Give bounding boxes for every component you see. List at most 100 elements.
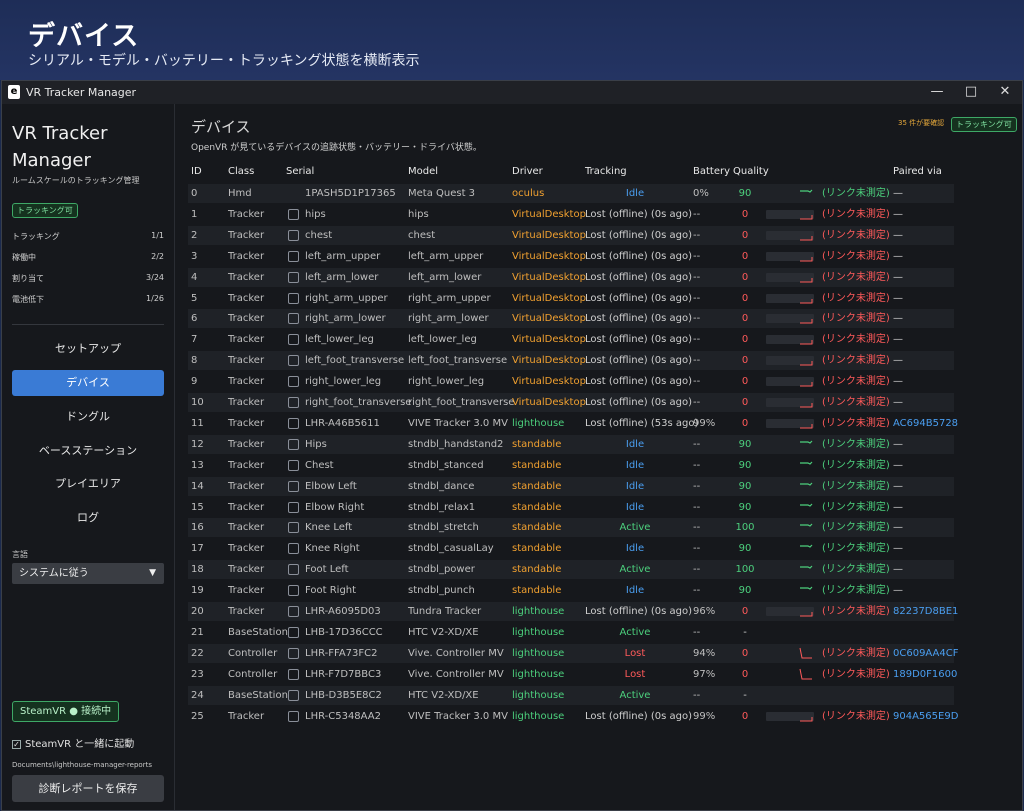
row-checkbox[interactable] [288, 689, 299, 701]
cell-model: stndbl_dance [408, 480, 475, 492]
table-row[interactable]: 3 Tracker left_arm_upper left_arm_upper Virt… [188, 247, 954, 266]
quality-sparkline [800, 503, 813, 507]
cell-id: 24 [191, 689, 204, 701]
table-row[interactable]: 25 Tracker LHR-C5348AA2 VIVE Tracker 3.0 MV… [188, 707, 958, 726]
row-checkbox[interactable] [288, 376, 299, 388]
nav-devices[interactable]: デバイス [12, 370, 164, 396]
cell-paired-via: 0C609AA4CF [893, 647, 959, 659]
quality-bar [766, 335, 814, 345]
table-row[interactable]: 14 Tracker Elbow Left stndbl_dance standable… [188, 476, 954, 496]
table-row[interactable]: 22 Controller LHR-FFA73FC2 Vive. Controller… [188, 643, 959, 663]
table-row[interactable]: 10 Tracker right_foot_transverse right_foot… [188, 393, 954, 412]
table-row[interactable]: 23 Controller LHR-F7D7BBC3 Vive. Controller… [188, 665, 957, 684]
cell-battery: 99% [693, 710, 716, 722]
cell-link: (リンク未測定) [822, 355, 890, 367]
row-checkbox[interactable] [288, 710, 299, 722]
cell-tracking: Lost (offline) (0s ago) [585, 292, 693, 304]
row-checkbox[interactable] [288, 585, 299, 597]
table-row[interactable]: 12 Tracker Hips stndbl_handstand2 standable I… [188, 434, 954, 454]
row-checkbox[interactable] [288, 313, 299, 325]
steamvr-status-button[interactable]: SteamVR ● 接続中 [12, 701, 120, 722]
close-icon[interactable]: ✕ [999, 84, 1011, 99]
row-checkbox[interactable] [288, 250, 299, 262]
col-driver[interactable]: Driver [512, 166, 543, 177]
table-row[interactable]: 15 Tracker Elbow Right stndbl_relax1 standab… [188, 498, 954, 517]
row-checkbox[interactable] [288, 334, 299, 346]
row-checkbox[interactable] [288, 292, 299, 304]
row-checkbox[interactable] [288, 480, 299, 492]
cell-link: (リンク未測定) [822, 417, 890, 429]
row-checkbox[interactable] [288, 397, 299, 408]
row-checkbox[interactable] [288, 229, 299, 241]
table-row[interactable]: 24 BaseStation LHB-D3B5E8C2 HTC V2-XD/XE lig… [188, 685, 954, 705]
col-tracking[interactable]: Tracking [585, 166, 627, 177]
nav-setup[interactable]: セットアップ [55, 342, 121, 355]
row-checkbox[interactable] [288, 438, 299, 450]
row-checkbox[interactable] [288, 271, 299, 283]
table-row[interactable]: 20 Tracker LHR-A6095D03 Tundra Tracker light… [188, 602, 958, 621]
maximize-icon[interactable]: □ [964, 84, 978, 99]
quality-sparkline [800, 612, 813, 617]
row-checkbox[interactable] [288, 417, 299, 429]
cell-quality: 0 [741, 271, 749, 283]
cell-model: stndbl_stanced [408, 459, 484, 471]
quality-sparkline [800, 319, 813, 324]
table-row[interactable]: 8 Tracker left_foot_transverse left_foot_tr… [188, 351, 954, 371]
cell-quality: 0 [741, 292, 749, 304]
save-report-button[interactable]: 診断レポートを保存 [12, 775, 164, 802]
table-row[interactable]: 2 Tracker chest chest VirtualDesktop Lost (of… [188, 225, 954, 245]
table-row[interactable]: 13 Tracker Chest stndbl_stanced standable Idl… [188, 456, 954, 475]
nav-base-stations[interactable]: ベースステーション [38, 444, 138, 457]
cell-link: (リンク未測定) [822, 208, 890, 220]
col-serial[interactable]: Serial [286, 166, 315, 177]
table-row[interactable]: 1 Tracker hips hips VirtualDesktop Lost (offl… [188, 205, 954, 224]
minimize-icon[interactable]: — [930, 84, 944, 99]
quality-sparkline [800, 565, 813, 569]
row-checkbox[interactable] [288, 208, 299, 220]
col-paired-via[interactable]: Paired via [893, 166, 942, 177]
cell-quality: 0 [741, 647, 749, 659]
cell-serial: Foot Left [305, 564, 349, 576]
table-row[interactable]: 0 Hmd 1PASH5D1P17365 Meta Quest 3 oculus Idle… [188, 184, 954, 203]
cell-battery: 97% [693, 668, 716, 680]
row-checkbox[interactable] [288, 355, 299, 367]
row-checkbox[interactable] [288, 606, 299, 617]
nav-dongles[interactable]: ドングル [66, 410, 110, 423]
table-row[interactable]: 19 Tracker Foot Right stndbl_punch standable… [188, 581, 954, 600]
cell-model: right_lower_leg [408, 376, 485, 388]
nav-log[interactable]: ログ [77, 511, 99, 524]
col-id[interactable]: ID [191, 166, 202, 177]
row-checkbox[interactable] [288, 459, 299, 471]
table-row[interactable]: 16 Tracker Knee Left stndbl_stretch standabl… [188, 518, 954, 538]
table-row[interactable]: 5 Tracker right_arm_upper right_arm_upper Vi… [188, 289, 954, 308]
table-row[interactable]: 9 Tracker right_lower_leg right_lower_leg Vi… [188, 372, 954, 391]
autostart-checkbox[interactable]: ✓ SteamVR と一緒に起動 [12, 739, 135, 750]
cell-model: left_arm_upper [408, 250, 484, 262]
row-checkbox[interactable] [288, 543, 299, 555]
col-model[interactable]: Model [408, 166, 439, 177]
col-class[interactable]: Class [228, 166, 255, 177]
row-checkbox[interactable] [288, 668, 299, 680]
row-checkbox[interactable] [288, 564, 299, 576]
table-row[interactable]: 11 Tracker LHR-A46B5611 VIVE Tracker 3.0 MV… [188, 414, 958, 433]
table-row[interactable]: 6 Tracker right_arm_lower right_arm_lower Vi… [188, 309, 954, 329]
cell-model: stndbl_power [408, 564, 475, 576]
row-checkbox[interactable] [288, 501, 299, 513]
cell-driver: VirtualDesktop [512, 397, 586, 408]
cell-driver: VirtualDesktop [512, 271, 586, 283]
table-row[interactable]: 7 Tracker left_lower_leg left_lower_leg Virt… [188, 330, 954, 349]
row-checkbox[interactable] [288, 626, 299, 638]
nav-play-area[interactable]: プレイエリア [55, 477, 121, 490]
tracking-status-badge-top: トラッキング可 [951, 117, 1017, 132]
table-row[interactable]: 18 Tracker Foot Left stndbl_power standable A… [188, 560, 954, 580]
table-row[interactable]: 17 Tracker Knee Right stndbl_casualLay stand… [188, 539, 954, 558]
col-quality[interactable]: Quality [733, 166, 769, 177]
table-row[interactable]: 4 Tracker left_arm_lower left_arm_lower Virt… [188, 267, 954, 287]
table-row[interactable]: 21 BaseStation LHB-17D36CCC HTC V2-XD/XE lig… [188, 623, 954, 642]
language-select[interactable]: システムに従う ▼ [12, 563, 164, 584]
cell-tracking: Lost (offline) (0s ago) [585, 271, 693, 283]
row-checkbox[interactable] [288, 522, 299, 534]
row-checkbox[interactable] [288, 647, 299, 659]
cell-tracking: Active [619, 626, 651, 638]
col-battery[interactable]: Battery [693, 166, 731, 177]
